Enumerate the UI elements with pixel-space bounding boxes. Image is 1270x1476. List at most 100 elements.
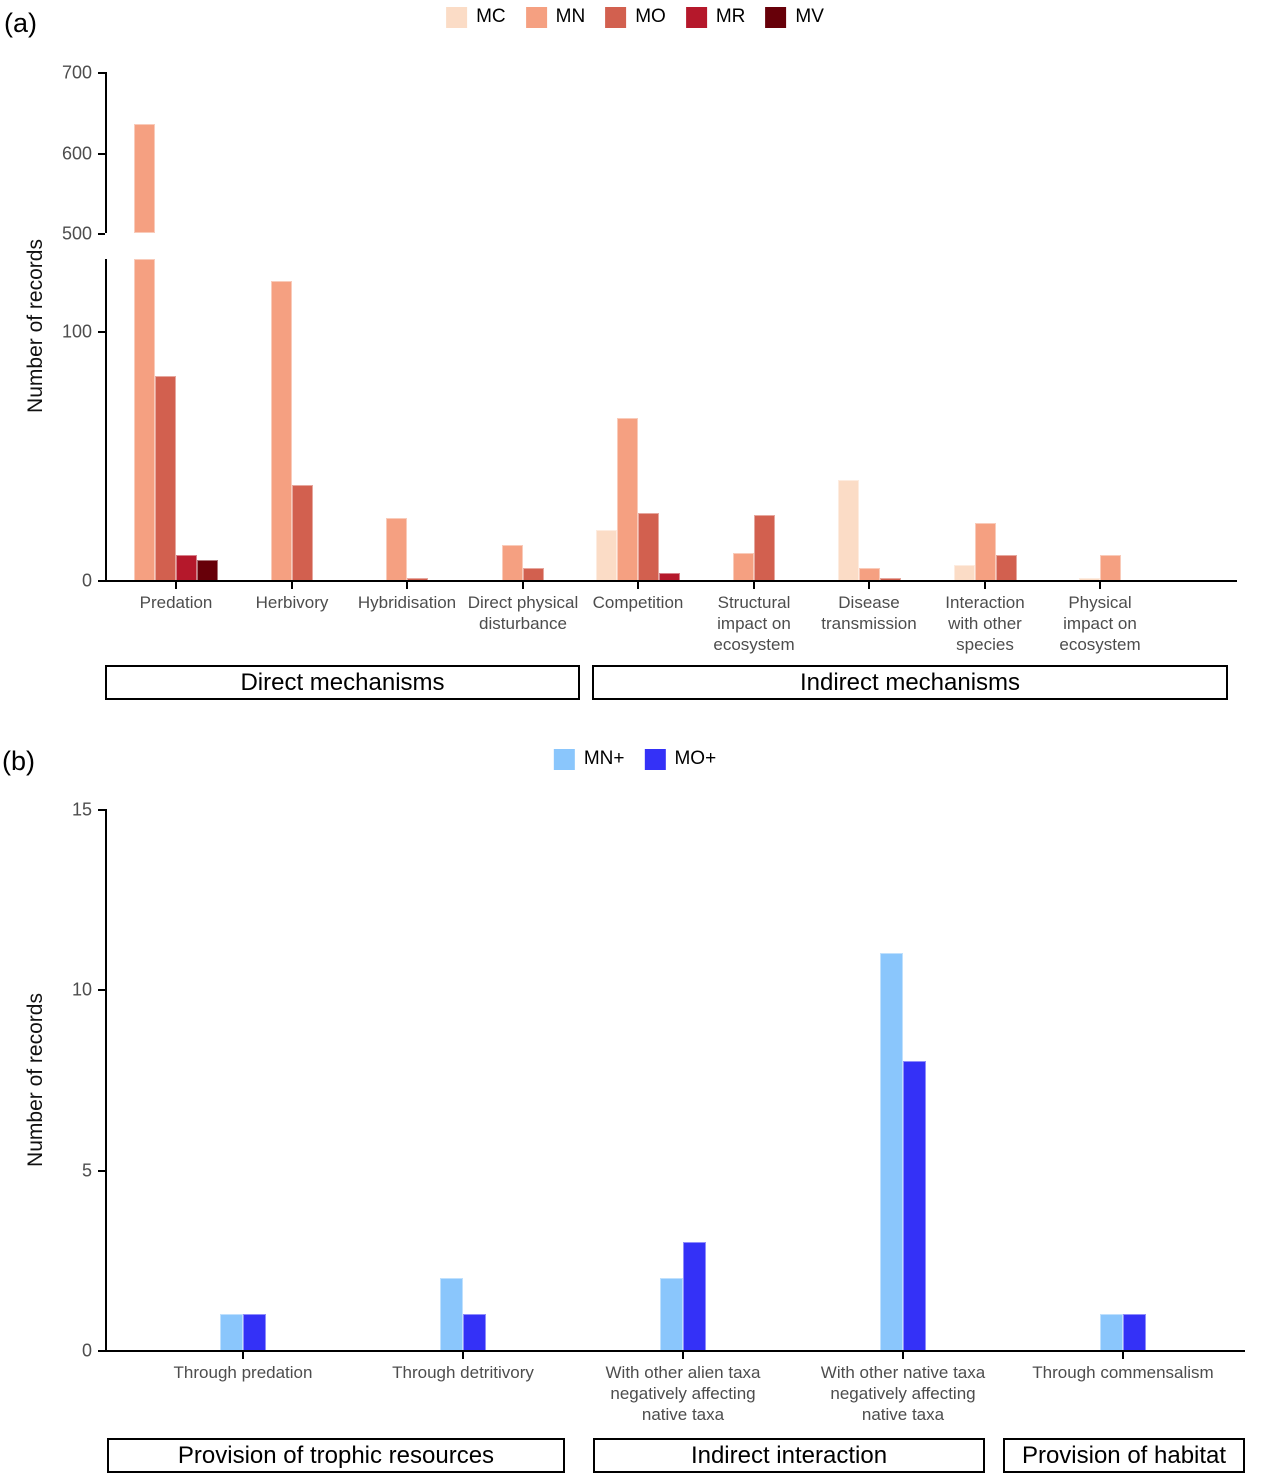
bar-MO+-4 <box>1123 1313 1146 1351</box>
panel-b-ytick-0 <box>98 1350 105 1352</box>
legend-swatch-MO+ <box>644 748 666 770</box>
bar-MN-8 <box>1100 555 1121 581</box>
bar-MN-2 <box>386 517 407 581</box>
legend-item-MR: MR <box>685 6 746 28</box>
panel-a-legend: MC MN MO MR MV <box>446 6 824 28</box>
panel-a-cat-label-5: Structural impact on ecosystem <box>713 593 795 654</box>
panel-a-xtick-2 <box>406 582 408 589</box>
legend-label-MR: MR <box>715 6 746 27</box>
panel-a-group-box-label-0: Direct mechanisms <box>240 668 445 696</box>
panel-b-ytick-label-0: 0 <box>81 1340 92 1361</box>
bar-MO-5 <box>754 515 775 581</box>
panel-b-legend: MN+ MO+ <box>553 748 716 770</box>
panel-b-ytick-5 <box>98 1169 105 1172</box>
panel-a-y-axis-upper <box>105 72 107 233</box>
panel-b-ytick-label-5: 5 <box>81 1160 92 1180</box>
legend-item-MO+: MO+ <box>644 748 716 770</box>
panel-a-cat-label-7: Interaction with other species <box>945 593 1025 654</box>
panel-b-group-box-1: Indirect interaction <box>593 1438 985 1473</box>
bar-MO-4 <box>638 512 659 581</box>
bar-MN+-4 <box>1100 1313 1123 1351</box>
panel-a-cat-label-1: Herbivory <box>255 593 329 612</box>
panel-b-ytick-label-10: 10 <box>71 979 92 1000</box>
panel-b-group-box-0: Provision of trophic resources <box>107 1438 565 1473</box>
bar-MO-1 <box>292 485 313 581</box>
panel-b-group-box-label-0: Provision of trophic resources <box>177 1441 495 1469</box>
panel-b-cat-label-0: Through predation <box>173 1363 313 1382</box>
panel-b-ytick-label-15: 15 <box>71 799 92 819</box>
bar-MN-6 <box>858 567 880 581</box>
panel-a-ytick-label-0: 0 <box>81 570 92 591</box>
bar-MC-7 <box>953 565 975 581</box>
bar-MO+-1 <box>463 1313 486 1351</box>
panel-a-xtick-7 <box>984 582 986 589</box>
legend-swatch-MN+ <box>553 748 575 770</box>
panel-a-group-box-0: Direct mechanisms <box>105 665 580 700</box>
bar-MR-0 <box>176 555 197 581</box>
panel-a-ytick-label-600: 600 <box>61 143 92 163</box>
panel-b-xtick-3 <box>902 1352 904 1359</box>
bar-MO+-2 <box>683 1241 706 1351</box>
panel-a-cat-label-6: Disease transmission <box>821 593 917 633</box>
panel-a-xtick-3 <box>522 582 524 589</box>
panel-b-cat-label-4: Through commensalism <box>1032 1363 1214 1382</box>
legend-label-MO: MO <box>635 6 666 27</box>
legend-label-MO+: MO+ <box>674 748 717 769</box>
panel-a-ytick-0 <box>98 580 105 582</box>
legend-swatch-MC <box>446 6 468 28</box>
panel-a-cat-label-2: Hybridisation <box>357 593 457 612</box>
bar-MC-4 <box>596 530 617 581</box>
panel-a-x-axis <box>104 580 1237 582</box>
panel-a-ytick-500 <box>98 233 105 235</box>
panel-b-ytick-15 <box>98 808 105 811</box>
legend-item-MV: MV <box>765 6 824 28</box>
panel-b-xtick-2 <box>682 1352 684 1359</box>
panel-b-xtick-1 <box>462 1352 464 1359</box>
bar-MN-0-lower <box>134 259 155 582</box>
legend-item-MN+: MN+ <box>553 748 625 770</box>
legend-label-MV: MV <box>795 6 824 27</box>
bar-MN+-0 <box>220 1313 243 1351</box>
legend-swatch-MO <box>605 6 627 28</box>
panel-a-ytick-600 <box>98 152 105 155</box>
panel-b-xtick-4 <box>1122 1352 1124 1359</box>
panel-a-ytick-100 <box>98 330 105 333</box>
bar-MO-0 <box>155 375 176 581</box>
panel-a-xtick-1 <box>291 582 293 589</box>
panel-a-xtick-5 <box>753 582 755 589</box>
panel-a-cat-label-4: Competition <box>592 593 684 612</box>
panel-b-group-box-label-1: Indirect interaction <box>690 1441 888 1469</box>
panel-a-group-box-1: Indirect mechanisms <box>592 665 1228 700</box>
panel-a-cat-label-3: Direct physical disturbance <box>467 593 579 633</box>
legend-item-MC: MC <box>446 6 506 28</box>
bar-MC-6 <box>837 480 859 581</box>
bar-MN+-3 <box>880 952 903 1351</box>
legend-swatch-MN <box>525 6 547 28</box>
panel-a-ytick-700 <box>98 72 105 74</box>
panel-a-xtick-4 <box>637 582 639 589</box>
panel-a-ytick-label-500: 500 <box>61 223 92 244</box>
panel-a-xtick-8 <box>1099 582 1101 589</box>
bar-MO-3 <box>523 567 544 581</box>
legend-item-MN: MN <box>525 6 586 28</box>
bar-MN-0-upper <box>134 124 155 233</box>
legend-label-MN+: MN+ <box>583 748 625 769</box>
panel-b-cat-label-1: Through detritivory <box>392 1363 534 1382</box>
panel-b-ylabel: Number of records <box>24 993 47 1167</box>
panel-b-y-axis <box>105 808 107 1352</box>
bar-MN-3 <box>502 545 523 581</box>
bar-MN-5 <box>733 552 754 581</box>
bar-MN-4 <box>617 417 638 581</box>
bar-MN-7 <box>974 522 996 581</box>
bar-MN+-1 <box>440 1277 463 1351</box>
panel-a-xtick-6 <box>868 582 870 589</box>
legend-label-MN: MN <box>555 6 586 27</box>
panel-b-x-axis <box>104 1350 1245 1352</box>
panel-a-xtick-0 <box>175 582 177 589</box>
panel-b-cat-label-3: With other native taxa negatively affect… <box>820 1363 986 1424</box>
bar-MO+-3 <box>903 1061 926 1351</box>
panel-a-ytick-label-700: 700 <box>61 62 92 83</box>
panel-b-group-box-2: Provision of habitat <box>1003 1438 1245 1473</box>
panel-a-ytick-label-100: 100 <box>61 321 92 342</box>
